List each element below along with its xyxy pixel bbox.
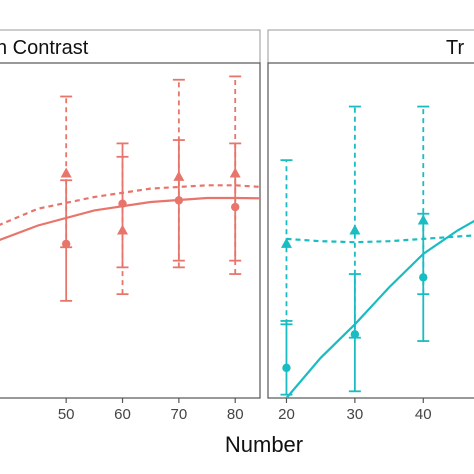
x-tick-label: 40 <box>415 406 432 423</box>
x-tick-label: 60 <box>114 406 131 423</box>
x-tick-label: 80 <box>227 406 244 423</box>
data-point-left-triangle <box>173 170 185 181</box>
marks-left <box>0 75 260 302</box>
fit-line-left-triangle <box>0 184 260 226</box>
panel-right: Tr <box>267 29 474 399</box>
data-point-left-triangle <box>117 224 129 235</box>
x-tick-label: 20 <box>278 406 295 423</box>
x-tick-label: 50 <box>58 406 75 423</box>
fit-line-right-circle <box>285 219 474 398</box>
data-point-right-triangle <box>349 224 361 235</box>
panel-left: h Contrast <box>0 29 261 399</box>
panel-title-left: h Contrast <box>0 37 89 59</box>
data-point-left-triangle <box>229 167 241 178</box>
data-point-right-triangle <box>280 237 292 248</box>
data-point-right-triangle <box>417 214 429 225</box>
x-tick-label: 70 <box>171 406 188 423</box>
x-axis-label: Number <box>225 432 303 457</box>
fit-line-right-triangle <box>286 234 474 244</box>
strip-left <box>0 29 261 64</box>
x-ticks-left: 50 60 70 80 <box>58 398 244 423</box>
strip-right <box>267 29 474 64</box>
data-point-left-triangle <box>60 167 72 178</box>
x-ticks-right: 20 30 40 <box>278 398 432 423</box>
plot-area-left <box>0 62 261 399</box>
x-tick-label: 30 <box>347 406 364 423</box>
data-point-right-circle <box>419 273 428 282</box>
data-point-right-circle <box>282 363 291 373</box>
marks-right <box>280 105 474 398</box>
plot-area-right <box>267 62 474 399</box>
panel-title-right: Tr <box>446 37 464 59</box>
